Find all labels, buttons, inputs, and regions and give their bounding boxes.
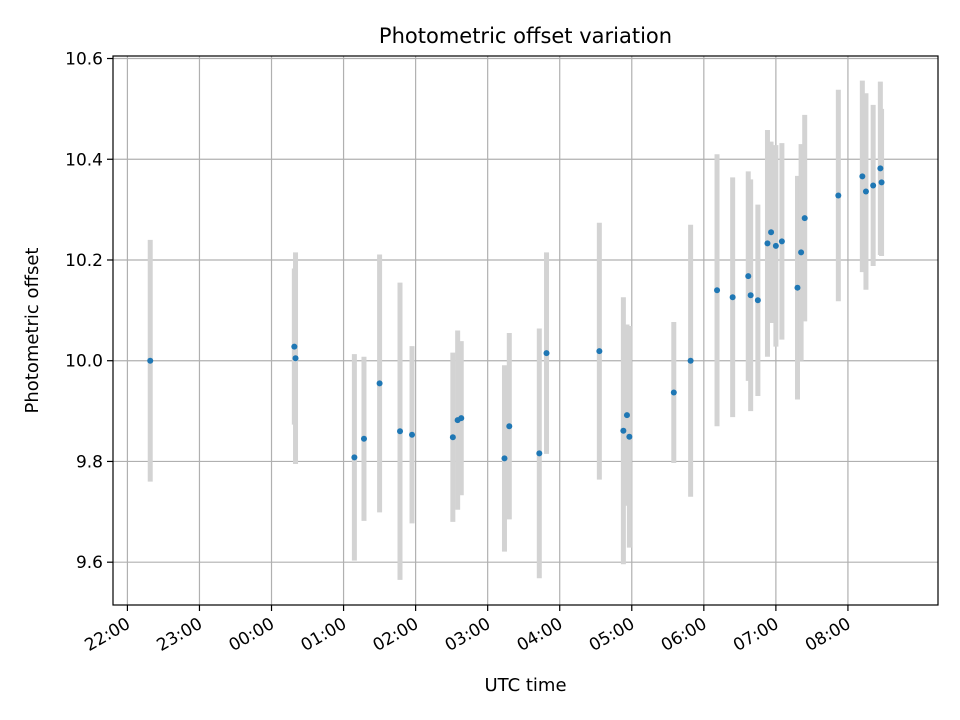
data-point xyxy=(878,179,885,186)
data-point xyxy=(687,357,694,364)
data-point xyxy=(501,455,508,462)
data-point xyxy=(620,427,627,434)
data-point xyxy=(798,249,805,256)
data-point xyxy=(729,294,736,301)
data-point xyxy=(376,380,383,387)
data-point xyxy=(794,284,801,291)
data-points xyxy=(147,165,885,462)
plot-frame xyxy=(112,55,939,606)
y-tick-label: 10.0 xyxy=(65,352,103,372)
data-point xyxy=(745,273,752,280)
data-point xyxy=(754,297,761,304)
data-point xyxy=(747,292,754,299)
data-point xyxy=(360,435,367,442)
data-point xyxy=(536,450,543,457)
data-point xyxy=(870,182,877,189)
y-axis-label: Photometric offset xyxy=(22,248,43,414)
data-point xyxy=(543,350,550,357)
data-point xyxy=(506,423,513,430)
data-point xyxy=(449,434,456,441)
x-axis-label: UTC time xyxy=(484,675,566,696)
data-point xyxy=(458,415,465,422)
data-point xyxy=(596,348,603,355)
data-point xyxy=(623,412,630,419)
data-point xyxy=(778,238,785,245)
data-point xyxy=(409,431,416,438)
data-point xyxy=(714,287,721,294)
y-tick-label: 10.2 xyxy=(65,251,103,271)
y-tick-label: 9.8 xyxy=(76,452,103,472)
data-point xyxy=(768,229,775,236)
data-point xyxy=(859,173,866,180)
data-point xyxy=(772,242,779,249)
data-point xyxy=(835,192,842,199)
chart-title: Photometric offset variation xyxy=(379,24,672,48)
data-point xyxy=(670,389,677,396)
data-point xyxy=(801,215,808,222)
data-point xyxy=(877,165,884,172)
data-point xyxy=(292,355,299,362)
data-point xyxy=(147,357,154,364)
y-tick-label: 10.4 xyxy=(65,150,103,170)
data-point xyxy=(862,188,869,195)
data-point xyxy=(764,240,771,247)
y-tick-label: 9.6 xyxy=(76,553,103,573)
data-point xyxy=(351,454,358,461)
data-point xyxy=(291,343,298,350)
data-point xyxy=(626,433,633,440)
y-tick-label: 10.6 xyxy=(65,50,103,70)
data-point xyxy=(397,428,404,435)
